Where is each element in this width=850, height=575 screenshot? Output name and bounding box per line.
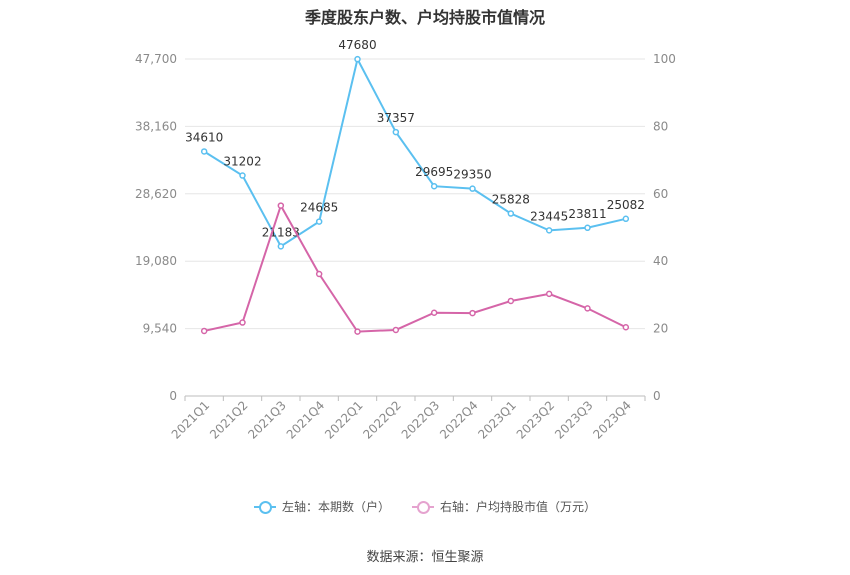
data-label: 24685 — [300, 201, 338, 215]
y-right-tick-label: 0 — [653, 389, 661, 403]
y-right-tick-label: 100 — [653, 52, 676, 66]
point-right — [277, 202, 285, 209]
point-left — [277, 243, 285, 250]
point-left — [469, 185, 476, 192]
point-right — [545, 290, 553, 298]
legend-item-right[interactable]: 右轴：户均持股市值（万元） — [412, 498, 596, 515]
legend-line-icon-right — [412, 500, 434, 514]
y-right-tick-label: 60 — [653, 187, 668, 201]
x-tick-label: 2022Q2 — [360, 398, 404, 442]
data-label: 25082 — [607, 198, 645, 212]
data-label: 31202 — [223, 155, 261, 169]
x-tick-label: 2021Q2 — [207, 398, 251, 442]
y-right-tick-label: 20 — [653, 322, 668, 336]
y-left-tick-label: 38,160 — [135, 119, 177, 133]
data-label: 23445 — [530, 209, 568, 223]
series-line-left — [203, 56, 627, 248]
data-label: 47680 — [338, 38, 376, 52]
data-label: 25828 — [492, 193, 530, 207]
x-tick-label: 2023Q3 — [552, 398, 596, 442]
legend-line-icon-left — [253, 500, 276, 514]
point-left — [239, 172, 246, 179]
point-right — [584, 305, 591, 312]
data-label: 23811 — [568, 207, 606, 221]
series-line-right — [203, 203, 627, 333]
point-left — [507, 210, 515, 217]
data-label: 29350 — [453, 168, 491, 182]
point-left — [430, 182, 438, 190]
y-left-tick-label: 19,080 — [135, 254, 177, 268]
y-left-tick-label: 47,700 — [135, 52, 177, 66]
data-source: 数据来源：恒生聚源 — [366, 550, 484, 565]
point-right — [239, 319, 246, 326]
y-right-tick-label: 40 — [653, 254, 668, 268]
legend-label-right: 右轴：户均持股市值（万元） — [440, 500, 597, 514]
y-left-tick-label: 9,540 — [143, 322, 177, 336]
point-right — [430, 309, 438, 317]
point-right — [315, 270, 323, 278]
x-tick-label: 2023Q2 — [514, 398, 558, 442]
point-left — [354, 55, 361, 63]
data-label: 34610 — [185, 130, 223, 144]
y-left-tick-label: 28,620 — [135, 187, 177, 201]
point-right — [622, 324, 630, 331]
x-tick-label: 2021Q4 — [284, 398, 328, 442]
chart-title: 季度股东户数、户均持股市值情况 — [304, 8, 545, 27]
point-right — [354, 328, 361, 335]
point-right — [200, 327, 208, 335]
point-left — [200, 148, 208, 155]
point-left — [315, 218, 323, 225]
x-tick-label: 2021Q1 — [169, 398, 213, 442]
data-label: 37357 — [377, 111, 415, 125]
x-tick-label: 2021Q3 — [245, 398, 289, 442]
x-tick-label: 2022Q4 — [437, 398, 481, 442]
x-tick-label: 2023Q1 — [475, 398, 519, 442]
y-left-tick-label: 0 — [169, 389, 177, 403]
point-right — [392, 326, 400, 334]
legend: 左轴：本期数（户） 右轴：户均持股市值（万元） — [0, 498, 850, 515]
x-tick-label: 2022Q1 — [322, 398, 366, 442]
legend-label-left: 左轴：本期数（户） — [281, 500, 390, 514]
point-left — [545, 227, 553, 234]
point-right — [469, 309, 476, 317]
data-label: 29695 — [415, 165, 453, 179]
x-tick-label: 2022Q3 — [399, 398, 443, 442]
point-left — [622, 215, 630, 223]
point-left — [584, 224, 591, 232]
legend-item-left[interactable]: 左轴：本期数（户） — [253, 498, 390, 515]
point-left — [392, 128, 400, 136]
point-right — [507, 297, 515, 305]
x-tick-label: 2023Q4 — [590, 398, 634, 442]
y-right-tick-label: 80 — [653, 119, 668, 133]
